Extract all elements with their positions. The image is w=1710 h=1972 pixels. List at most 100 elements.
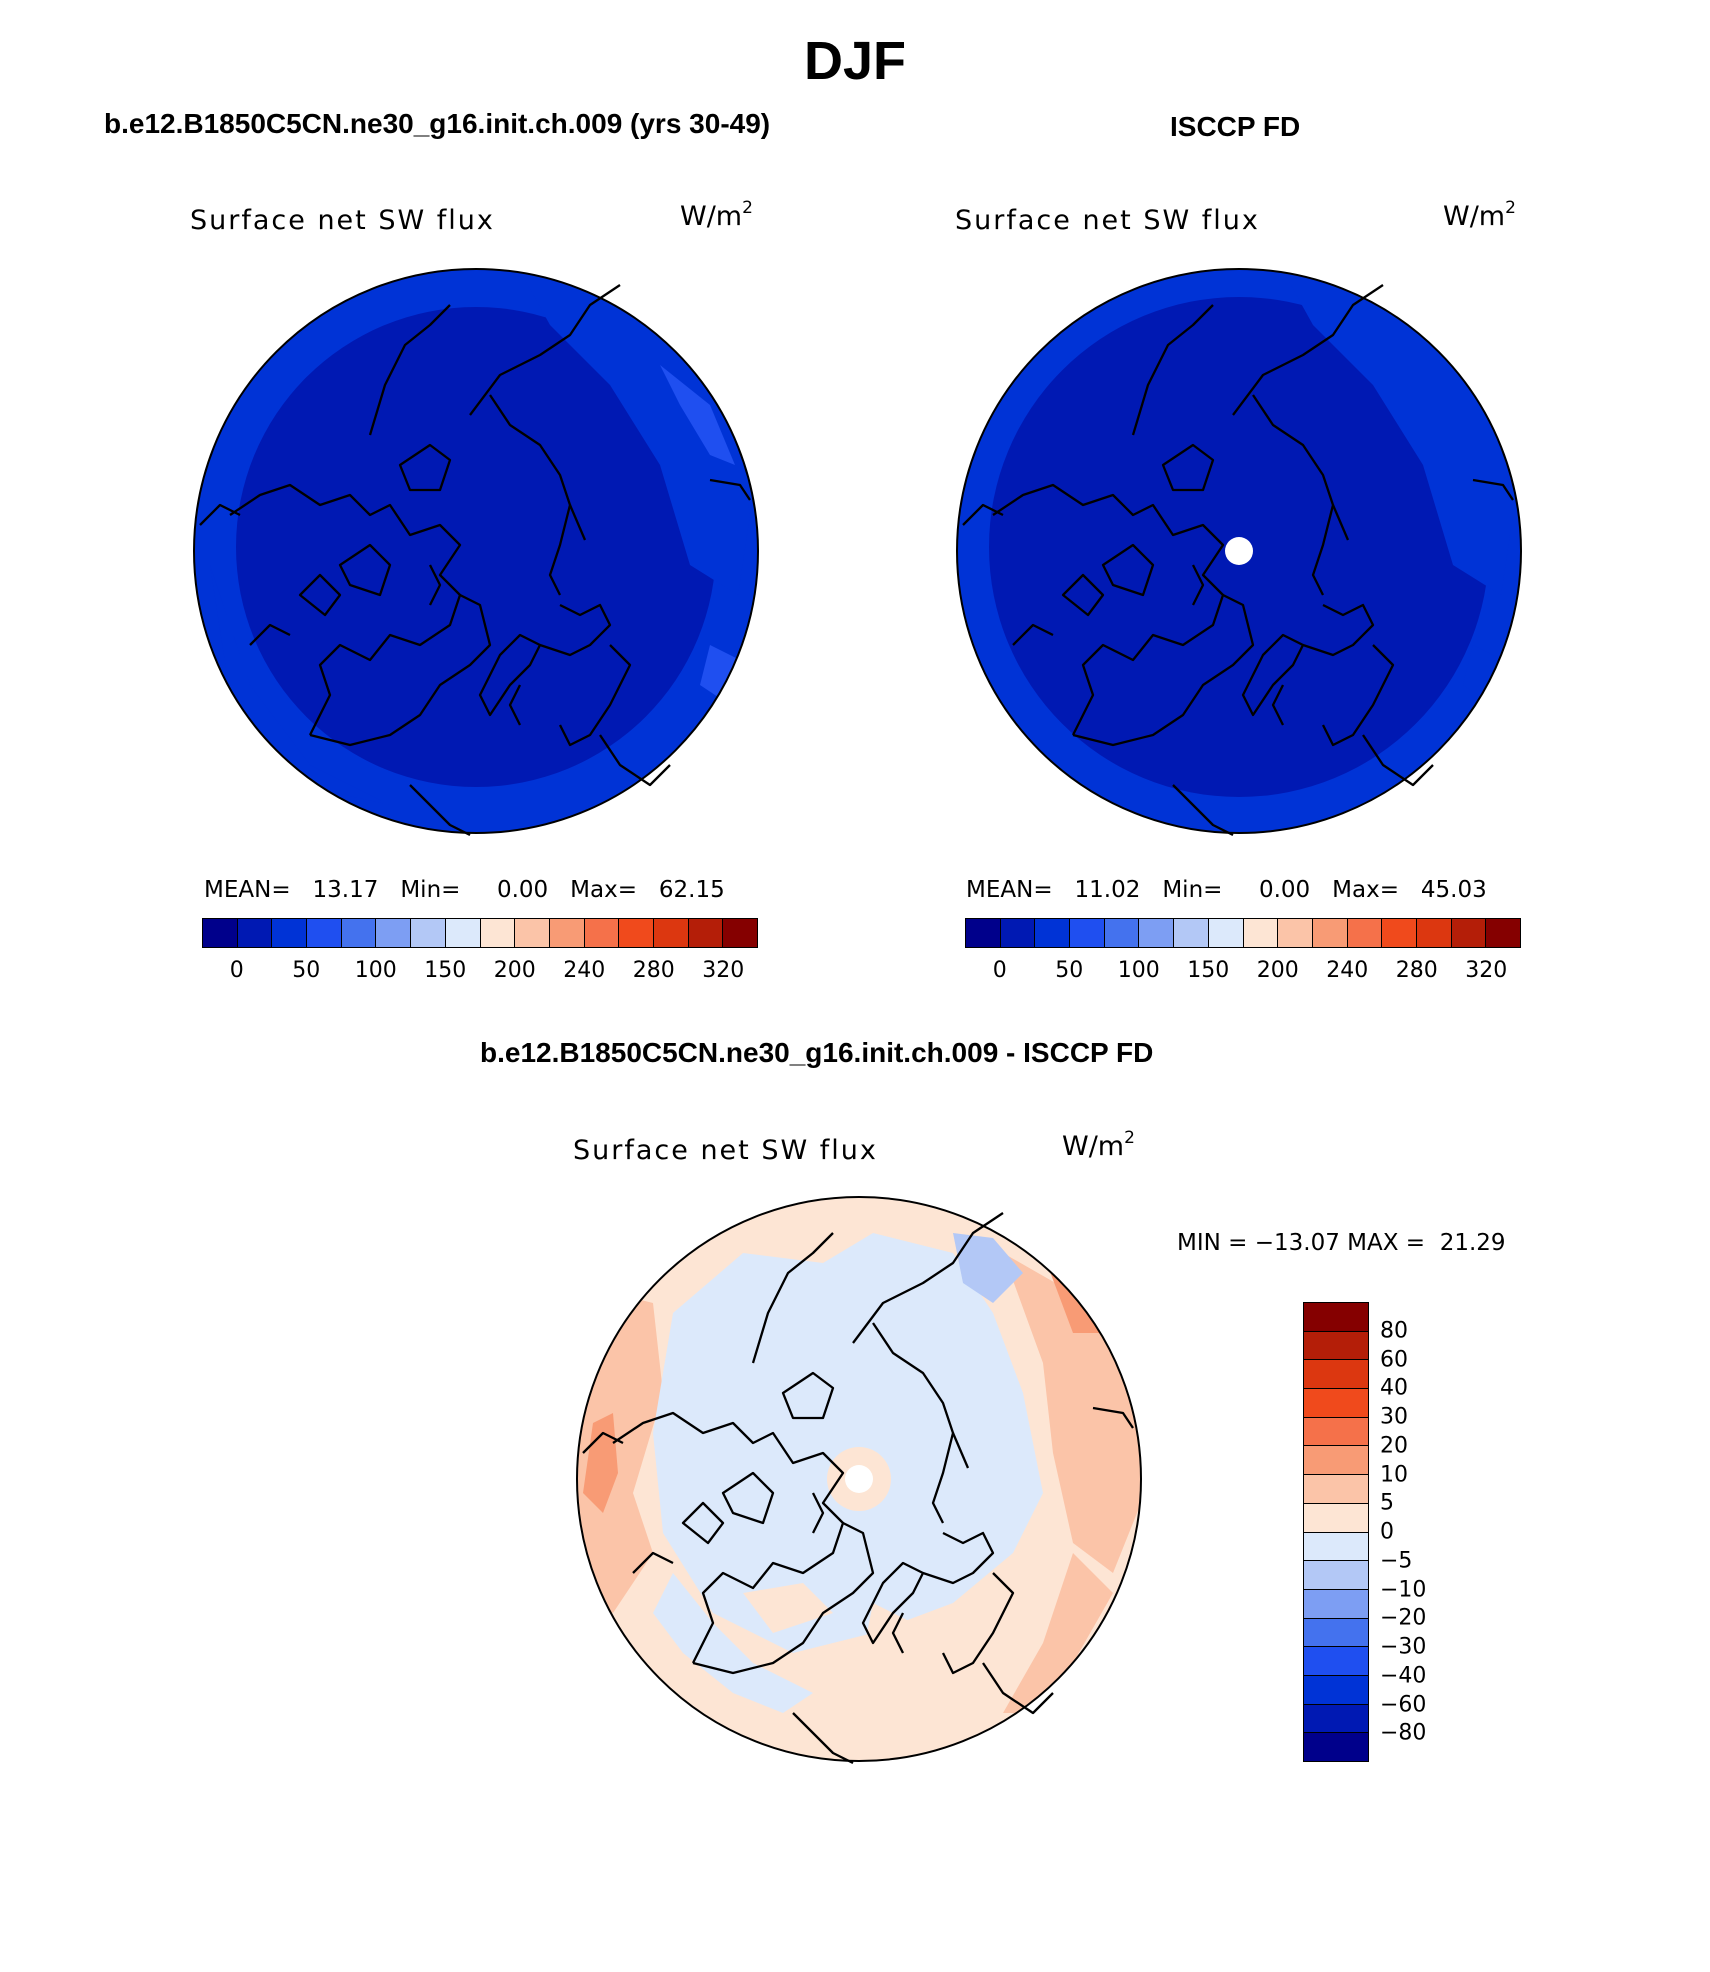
diff-colorbar-bin bbox=[1304, 1675, 1368, 1705]
left-colorbar-bin bbox=[203, 919, 238, 947]
diff-colorbar-tick-label: −30 bbox=[1380, 1634, 1427, 1660]
right-colorbar-tick-label: 240 bbox=[1326, 958, 1369, 983]
diff-colorbar-tick-label: −20 bbox=[1380, 1605, 1427, 1631]
right-polar-map bbox=[956, 268, 1522, 837]
diff-colorbar bbox=[1303, 1302, 1369, 1762]
main-title: DJF bbox=[803, 31, 906, 91]
right-colorbar-bin bbox=[1451, 919, 1487, 947]
left-colorbar-tick-label: 200 bbox=[493, 958, 536, 983]
diff-colorbar-bin bbox=[1304, 1503, 1368, 1533]
right-colorbar-bin bbox=[1139, 919, 1175, 947]
left-colorbar-bin bbox=[237, 919, 273, 947]
left-bright-streak bbox=[660, 365, 735, 465]
diff-colorbar-tick-label: 20 bbox=[1380, 1433, 1408, 1459]
diff-colorbar-bin bbox=[1304, 1303, 1368, 1332]
diff-colorbar-tick-label: 10 bbox=[1380, 1462, 1408, 1487]
left-polar-map bbox=[193, 268, 759, 837]
left-colorbar-bin bbox=[549, 919, 585, 947]
right-colorbar-tick-label: 50 bbox=[1055, 958, 1084, 983]
left-plot-label: Surface net SW flux bbox=[190, 205, 495, 236]
left-colorbar-tick-label: 100 bbox=[354, 958, 397, 983]
diff-colorbar-tick-label: −10 bbox=[1380, 1577, 1427, 1602]
diff-colorbar-tick-label: 60 bbox=[1380, 1347, 1408, 1372]
diff-colorbar-bin bbox=[1304, 1618, 1368, 1648]
right-colorbar-tick-label: 100 bbox=[1117, 958, 1160, 983]
right-units: W/m2 bbox=[1443, 198, 1516, 232]
diff-colorbar-bin bbox=[1304, 1417, 1368, 1447]
diff-colorbar-bin bbox=[1304, 1561, 1368, 1590]
left-coastlines bbox=[199, 284, 751, 837]
right-plot-label: Surface net SW flux bbox=[955, 205, 1260, 236]
diff-colorbar-tick-label: 30 bbox=[1380, 1404, 1408, 1430]
diff-blue-patch bbox=[953, 1233, 1023, 1303]
right-colorbar-bin bbox=[1035, 919, 1071, 947]
diff-plot-label: Surface net SW flux bbox=[573, 1135, 878, 1166]
diff-minmax: MIN = −13.07 MAX = 21.29 bbox=[1177, 1230, 1506, 1256]
diff-light-blue-arctic bbox=[653, 1233, 1043, 1653]
diff-colorbar-bin bbox=[1304, 1360, 1368, 1390]
left-colorbar-bin bbox=[307, 919, 342, 947]
left-stats: MEAN= 13.17 Min= 0.00 Max= 62.15 bbox=[204, 877, 725, 903]
right-colorbar-bin bbox=[1382, 919, 1417, 947]
diff-colorbar-tick-label: 80 bbox=[1380, 1318, 1408, 1344]
diff-colorbar-bin bbox=[1304, 1475, 1368, 1504]
right-colorbar-bin bbox=[1416, 919, 1452, 947]
diff-colorbar-bin bbox=[1304, 1331, 1368, 1361]
right-panel-title: ISCCP FD bbox=[1170, 111, 1301, 142]
diff-colorbar-bin bbox=[1304, 1704, 1368, 1734]
right-colorbar-bin bbox=[1312, 919, 1348, 947]
diff-colorbar-tick-label: 5 bbox=[1380, 1490, 1394, 1516]
right-colorbar bbox=[965, 918, 1521, 948]
left-colorbar-tick-label: 0 bbox=[229, 958, 244, 983]
diff-coastlines bbox=[582, 1212, 1134, 1765]
right-colorbar-bin bbox=[1070, 919, 1105, 947]
right-colorbar-tick-label: 320 bbox=[1465, 958, 1508, 983]
right-coastlines bbox=[962, 284, 1514, 837]
right-colorbar-bin bbox=[1347, 919, 1383, 947]
left-colorbar-tick-label: 150 bbox=[424, 958, 467, 983]
diff-colorbar-bin bbox=[1304, 1532, 1368, 1562]
diff-colorbar-tick-label: 0 bbox=[1380, 1519, 1394, 1545]
diff-panel-title: b.e12.B1850C5CN.ne30_g16.init.ch.009 - I… bbox=[480, 1037, 1154, 1068]
right-colorbar-bin bbox=[1486, 919, 1520, 947]
right-pole-missing-data bbox=[1225, 537, 1253, 565]
diff-colorbar-tick-label: −5 bbox=[1380, 1548, 1413, 1574]
left-colorbar bbox=[202, 918, 758, 948]
diff-map-border bbox=[576, 1196, 1142, 1762]
left-colorbar-bin bbox=[584, 919, 620, 947]
diff-colorbar-tick-label: −40 bbox=[1380, 1663, 1427, 1689]
diff-polar-map bbox=[576, 1196, 1142, 1765]
diff-colorbar-tick-label: −80 bbox=[1380, 1720, 1427, 1746]
left-colorbar-bin bbox=[411, 919, 446, 947]
diff-colorbar-bin bbox=[1304, 1389, 1368, 1418]
right-colorbar-bin bbox=[1208, 919, 1244, 947]
right-map-border bbox=[956, 268, 1522, 834]
right-colorbar-tick-label: 150 bbox=[1187, 958, 1230, 983]
left-colorbar-bin bbox=[619, 919, 654, 947]
right-colorbar-bin bbox=[966, 919, 1001, 947]
diff-colorbar-bin bbox=[1304, 1446, 1368, 1476]
right-colorbar-bin bbox=[1174, 919, 1209, 947]
right-colorbar-bin bbox=[1000, 919, 1036, 947]
left-colorbar-tick-label: 240 bbox=[563, 958, 606, 983]
left-units: W/m2 bbox=[680, 198, 753, 232]
left-colorbar-bin bbox=[723, 919, 757, 947]
diff-colorbar-tick-label: 40 bbox=[1380, 1375, 1408, 1401]
diff-salmon-region-east bbox=[1003, 1253, 1141, 1573]
left-colorbar-bin bbox=[445, 919, 481, 947]
diff-pole-missing-data bbox=[845, 1465, 873, 1493]
left-map-border bbox=[193, 268, 759, 834]
right-colorbar-tick-label: 200 bbox=[1256, 958, 1299, 983]
left-panel-title: b.e12.B1850C5CN.ne30_g16.init.ch.009 (yr… bbox=[104, 108, 771, 139]
right-colorbar-bin bbox=[1243, 919, 1279, 947]
left-inner-dark-field bbox=[236, 307, 716, 787]
right-stats: MEAN= 11.02 Min= 0.00 Max= 45.03 bbox=[966, 877, 1487, 903]
right-colorbar-bin bbox=[1278, 919, 1313, 947]
left-colorbar-bin bbox=[653, 919, 689, 947]
left-colorbar-bin bbox=[376, 919, 412, 947]
diff-colorbar-tick-label: −60 bbox=[1380, 1692, 1427, 1717]
right-colorbar-tick-label: 0 bbox=[992, 958, 1007, 983]
diff-colorbar-bin bbox=[1304, 1589, 1368, 1619]
left-colorbar-tick-label: 320 bbox=[702, 958, 745, 983]
left-colorbar-bin bbox=[272, 919, 308, 947]
